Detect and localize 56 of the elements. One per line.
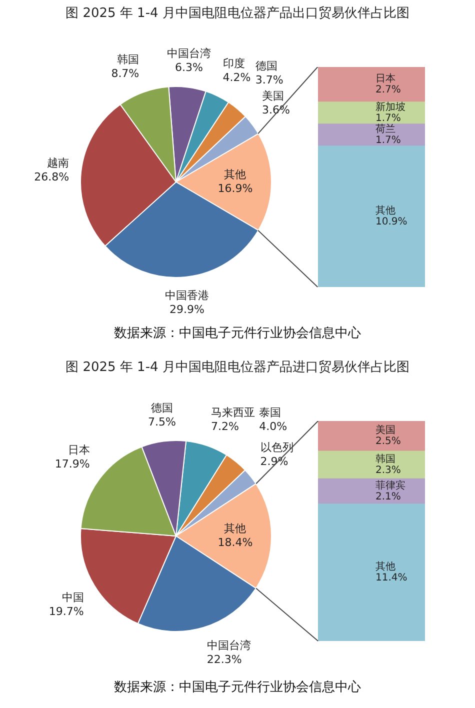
slice-label: 其他 bbox=[224, 522, 246, 535]
slice-label: 德国 bbox=[255, 59, 278, 72]
series-label: 美国 bbox=[376, 424, 396, 436]
slice-label: 泰国 bbox=[259, 406, 282, 419]
data-label: 8.7% bbox=[111, 66, 140, 80]
data-label: 7.5% bbox=[148, 415, 176, 428]
slice-label: 越南 bbox=[47, 156, 70, 170]
slice-label: 韩国 bbox=[117, 52, 140, 66]
bar bbox=[318, 146, 425, 287]
series-label: 其他 bbox=[376, 560, 396, 573]
data-label: 16.9% bbox=[218, 182, 253, 195]
data-label: 1.7% bbox=[376, 135, 401, 146]
data-label: 6.3% bbox=[174, 61, 203, 74]
data-label: 26.8% bbox=[34, 170, 70, 184]
data-label: 11.4% bbox=[376, 572, 408, 584]
bar bbox=[318, 450, 425, 480]
bar bbox=[318, 421, 425, 452]
data-label: 19.7% bbox=[48, 605, 84, 618]
data-label: 2.5% bbox=[376, 436, 401, 448]
slice-label: 日本 bbox=[68, 444, 90, 457]
series-label: 新加坡 bbox=[376, 101, 406, 114]
slice-label: 中国台湾 bbox=[206, 638, 251, 652]
data-label: 4.0% bbox=[259, 420, 288, 433]
data-label: 22.3% bbox=[206, 652, 242, 666]
data-label: 18.4% bbox=[218, 536, 253, 549]
data-label: 2.3% bbox=[376, 464, 401, 476]
series-label: 韩国 bbox=[376, 452, 396, 465]
slice-label: 马来西亚 bbox=[211, 406, 256, 420]
source-note: 数据来源：中国电子元件行业协会信息中心 bbox=[113, 679, 362, 696]
slice-label: 中国台湾 bbox=[166, 47, 211, 60]
slice-label: 其他 bbox=[224, 168, 246, 181]
chart-title: 图 2025 年 1-4 月中国电阻电位器产品进口贸易伙伴占比图 bbox=[64, 359, 410, 376]
bar bbox=[318, 504, 425, 641]
data-label: 2.1% bbox=[376, 491, 401, 502]
chart-title: 图 2025 年 1-4 月中国电阻电位器产品出口贸易伙伴占比图 bbox=[64, 5, 410, 22]
data-label: 17.9% bbox=[54, 458, 90, 471]
slice-label: 中国 bbox=[62, 591, 84, 604]
series-label: 菲律宾 bbox=[376, 479, 406, 492]
slice-label: 以色列 bbox=[260, 441, 294, 454]
data-label: 29.9% bbox=[169, 302, 204, 316]
data-label: 2.7% bbox=[376, 84, 401, 96]
data-label: 3.7% bbox=[255, 73, 284, 86]
series-label: 日本 bbox=[376, 72, 396, 85]
series-label: 荷兰 bbox=[376, 123, 396, 136]
bar bbox=[318, 67, 425, 102]
slice-label: 中国香港 bbox=[164, 288, 209, 302]
source-note: 数据来源：中国电子元件行业协会信息中心 bbox=[113, 325, 362, 342]
data-label: 7.2% bbox=[211, 420, 239, 434]
slice-label: 德国 bbox=[151, 401, 174, 414]
slice-label: 印度 bbox=[222, 57, 245, 70]
series-label: 其他 bbox=[376, 204, 396, 217]
slice-label: 美国 bbox=[262, 89, 284, 102]
data-label: 1.7% bbox=[376, 113, 401, 124]
data-label: 10.9% bbox=[376, 216, 408, 228]
data-label: 4.2% bbox=[222, 71, 251, 84]
bar bbox=[318, 124, 425, 146]
